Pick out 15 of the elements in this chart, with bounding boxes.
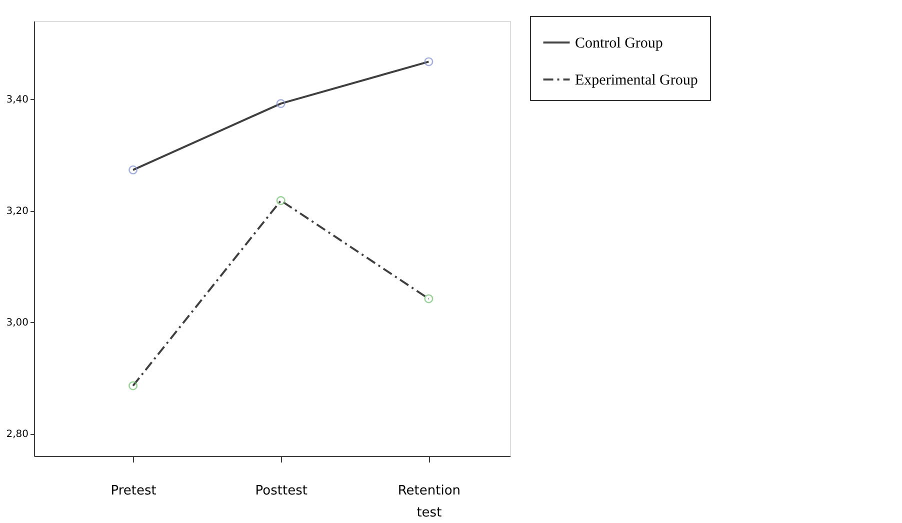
point [276,196,286,206]
point [276,99,286,108]
point [424,57,434,66]
point [128,165,138,174]
x-tick-label: Pretest [110,484,156,498]
x-tick-label: Posttest [255,484,308,498]
y-tick-label: 3,20 [6,206,28,218]
point [128,381,138,390]
legend-label: Experimental Group [575,72,698,88]
y-tick-label: 3,40 [6,94,28,106]
y-tick-label: 3,00 [6,318,28,329]
point [424,294,434,304]
x-tick-label: Retention test [398,484,461,520]
y-tick-label: 2,80 [6,429,28,440]
legend-label: Control Group [575,36,663,52]
